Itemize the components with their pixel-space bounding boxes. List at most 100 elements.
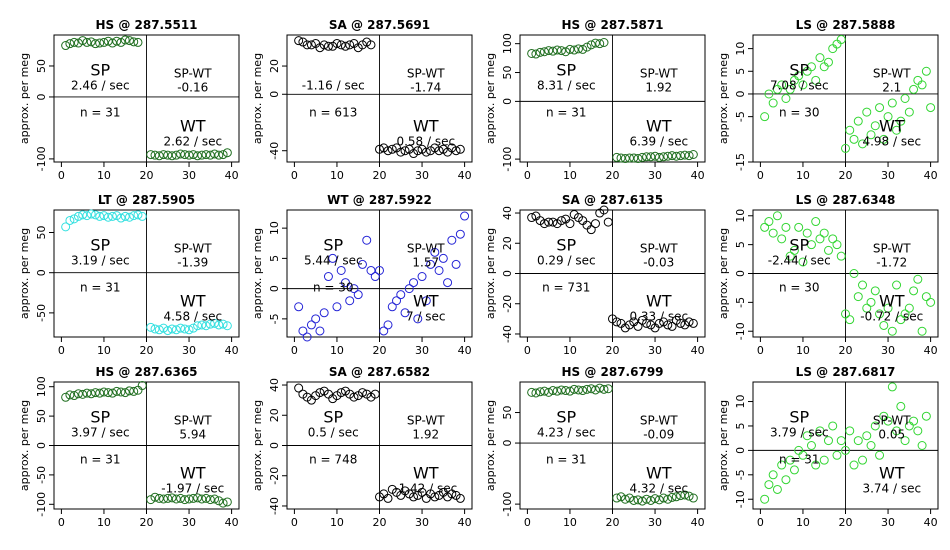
wt-rate: 4.32 / sec <box>629 482 688 496</box>
y-tick-label: 0 <box>268 91 281 98</box>
n-count: n = 30 <box>779 105 820 119</box>
x-tick-label: 0 <box>58 516 65 529</box>
data-point <box>629 495 639 505</box>
n-count: n = 31 <box>546 105 587 119</box>
data-point <box>112 211 122 221</box>
x-tick-label: 20 <box>373 344 387 357</box>
data-point <box>426 259 436 269</box>
data-point <box>527 387 537 397</box>
data-point <box>650 151 660 161</box>
x-tick-label: 20 <box>606 516 620 529</box>
data-point <box>849 134 859 144</box>
y-tick-label: -100 <box>501 147 514 172</box>
data-point <box>909 286 919 296</box>
y-tick-label: 10 <box>734 395 747 409</box>
data-point <box>866 130 876 140</box>
data-point <box>409 278 419 288</box>
data-point <box>849 460 859 470</box>
data-point <box>103 388 113 398</box>
panel-1: HS @ 287.5511 0 10 20 30 40 -100 0 50 approx. per… <box>18 18 240 182</box>
diff-value: 1.57 <box>412 256 439 270</box>
data-point <box>892 426 902 436</box>
data-point <box>646 495 656 505</box>
sp-label: SP <box>90 61 110 80</box>
data-point <box>684 317 694 327</box>
diff-value: -1.39 <box>177 256 208 270</box>
y-tick-label: -40 <box>268 497 281 515</box>
data-point <box>599 38 609 48</box>
data-point <box>629 153 639 163</box>
x-tick-label: 30 <box>415 344 429 357</box>
panel-12: LS @ 287.6817 0 10 20 30 40 -10 -5 0 5 10 approx. p… <box>717 365 939 529</box>
wt-rate: -1.42 / sec <box>394 482 457 496</box>
data-point <box>819 228 829 238</box>
data-point <box>688 493 698 503</box>
wt-rate: 4.98 / sec <box>862 135 921 149</box>
data-point <box>676 151 686 161</box>
y-tick-label: 0 <box>501 270 514 277</box>
data-point <box>633 154 643 164</box>
data-point <box>896 315 906 325</box>
data-point <box>892 280 902 290</box>
data-point <box>451 146 461 156</box>
sp-rate: -2.44 / sec <box>768 254 831 268</box>
y-axis-label: approx. per meg <box>251 400 264 491</box>
data-point <box>777 234 787 244</box>
data-point <box>124 36 134 46</box>
y-tick-label: -50 <box>35 304 48 322</box>
n-count: n = 30 <box>779 280 820 294</box>
sp-rate: 8.31 / sec <box>537 79 596 93</box>
diff-label: SP-WT <box>174 67 212 81</box>
x-tick-label: 20 <box>606 344 620 357</box>
data-point <box>129 211 139 221</box>
data-point <box>201 321 211 331</box>
data-point <box>90 39 100 49</box>
wt-label: WT <box>646 464 672 483</box>
data-point <box>866 441 876 450</box>
data-point <box>82 37 92 47</box>
y-tick-label: -5 <box>734 469 747 480</box>
data-point <box>336 265 346 275</box>
sp-rate: 4.23 / sec <box>537 426 596 440</box>
data-point <box>133 210 143 220</box>
x-tick-label: 40 <box>225 169 239 182</box>
data-point <box>921 66 931 76</box>
data-point <box>561 386 571 396</box>
diff-label: SP-WT <box>640 67 678 81</box>
data-point <box>188 150 198 160</box>
data-point <box>107 38 117 48</box>
data-point <box>870 286 880 296</box>
sp-rate: 0.29 / sec <box>537 254 596 268</box>
diff-label: SP-WT <box>407 414 445 428</box>
data-point <box>586 384 596 394</box>
data-point <box>154 151 164 161</box>
data-point <box>625 153 635 163</box>
data-point <box>197 320 207 330</box>
data-point <box>637 496 647 506</box>
y-axis-label: approx. per meg <box>484 53 497 144</box>
data-point <box>319 40 329 50</box>
x-tick-label: 30 <box>881 344 895 357</box>
diff-label: SP-WT <box>640 242 678 256</box>
data-point <box>210 494 220 504</box>
data-point <box>535 47 545 57</box>
wt-rate: 4.58 / sec <box>163 310 222 324</box>
diff-label: SP-WT <box>873 414 911 428</box>
data-point <box>556 46 566 56</box>
data-point <box>684 151 694 161</box>
data-point <box>193 151 203 161</box>
data-point <box>222 148 232 158</box>
data-point <box>116 37 126 47</box>
data-point <box>836 436 846 446</box>
data-point <box>349 392 359 402</box>
data-point <box>167 151 177 161</box>
n-count: n = 31 <box>80 452 121 466</box>
x-tick-label: 20 <box>373 516 387 529</box>
data-point <box>921 411 931 421</box>
data-point <box>531 49 541 59</box>
data-point <box>383 146 393 156</box>
data-point <box>875 103 885 113</box>
wt-label: WT <box>646 292 672 311</box>
data-point <box>171 494 181 504</box>
data-point <box>599 384 609 394</box>
